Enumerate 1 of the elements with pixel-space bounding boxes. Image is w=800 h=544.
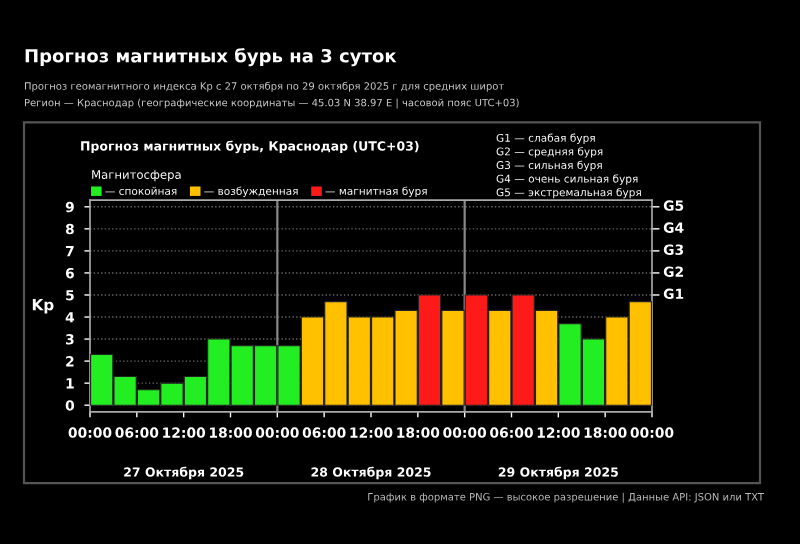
chart-title: Прогноз магнитных бурь на 3 суток [25, 48, 397, 67]
